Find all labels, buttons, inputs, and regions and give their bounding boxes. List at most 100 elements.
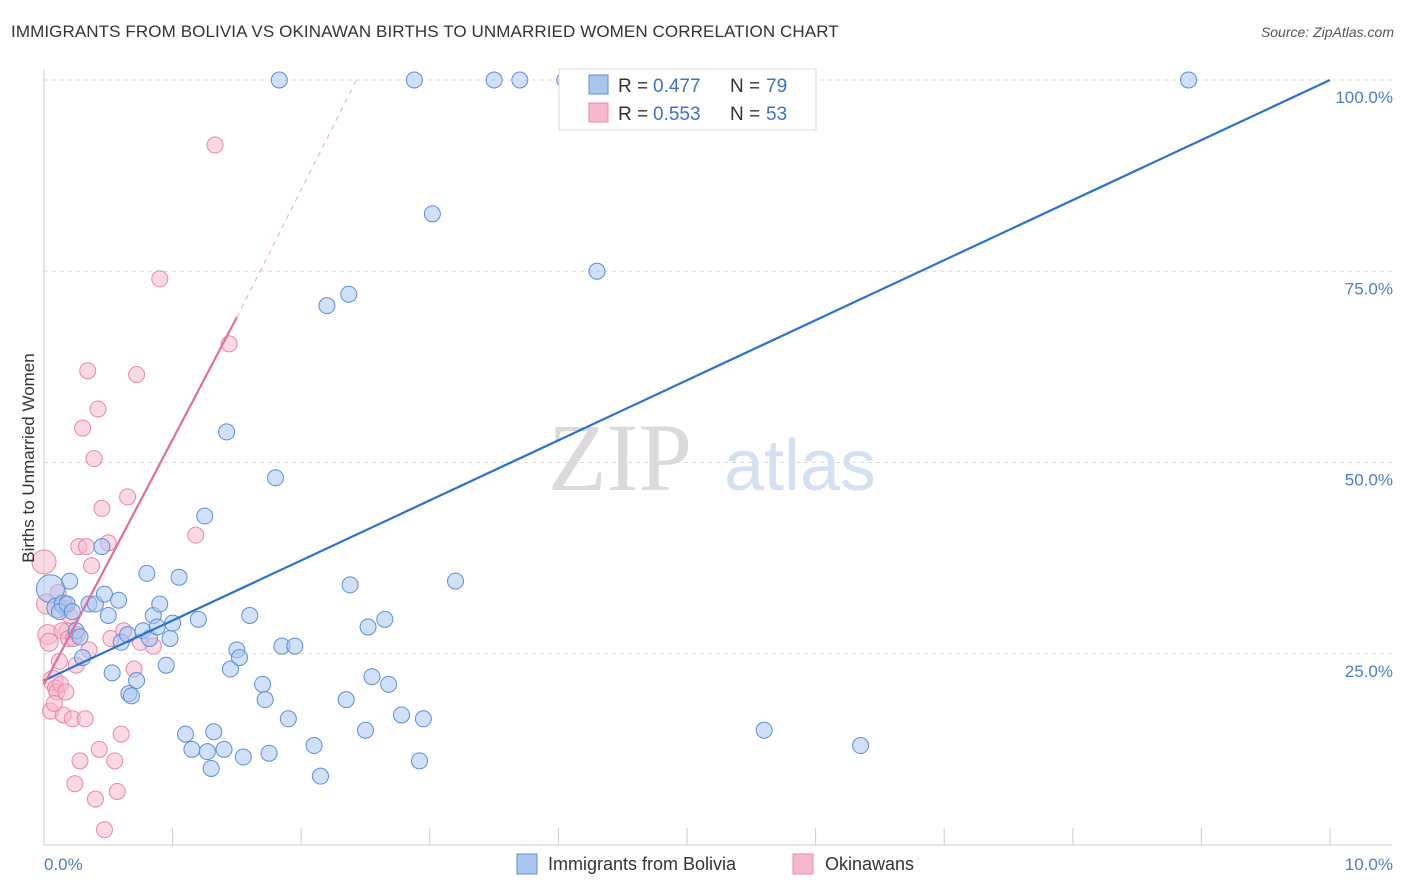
series-legend-swatch-okinawans [792,853,814,875]
series-legend-swatch-bolivia [516,853,538,875]
okinawans-point-0 [31,549,57,575]
bolivia-point-6 [71,628,89,646]
bolivia-point-4 [61,572,79,590]
bolivia-point-27 [161,629,179,647]
legend-swatch-bolivia [588,74,609,95]
bolivia-point-59 [359,618,377,636]
x-tick-label-max: 10.0% [1345,855,1393,874]
bolivia-point-11 [95,585,113,603]
okinawans-point-15 [66,775,84,793]
bolivia-point-60 [363,668,381,686]
bolivia-point-58 [357,721,374,739]
bolivia-point-10 [93,538,111,556]
bolivia-point-26 [157,656,175,674]
okinawans-point-3 [39,632,59,652]
bolivia-point-74 [755,721,773,739]
bolivia-point-47 [266,469,284,487]
y-tick-label-2: 75.0% [1345,279,1393,298]
bolivia-point-12 [99,607,117,624]
bolivia-point-29 [170,568,188,586]
bolivia-point-41 [230,649,248,667]
watermark: ZIP atlas [548,404,876,511]
bolivia-points [35,71,1198,785]
bolivia-point-31 [183,740,201,758]
watermark-zip: ZIP [548,404,692,511]
x-ticks [43,828,1331,845]
bolivia-point-57 [341,576,359,594]
bolivia-point-37 [215,740,233,758]
okinawans-point-36 [119,488,137,506]
bolivia-point-38 [218,423,236,441]
okinawans-point-21 [79,362,97,380]
trend-lines [43,79,1331,685]
okinawans-point-48 [77,538,95,556]
bolivia-point-33 [196,507,214,525]
source-label: Source: ZipAtlas.com [1260,24,1394,40]
bolivia-point-65 [411,752,429,770]
y-tick-label-1: 50.0% [1345,471,1393,490]
bolivia-point-21 [138,564,156,582]
bolivia-point-39 [221,660,239,678]
bolivia-point-72 [588,262,606,280]
bolivia-point-14 [110,591,128,609]
bolivia-point-69 [485,71,503,89]
bolivia-point-51 [286,637,304,655]
legend-n-value-bolivia: 79 [766,76,787,97]
legend-r-label-bolivia: R = [618,76,648,97]
bolivia-point-56 [340,285,358,303]
y-tick-labels: 25.0% 50.0% 75.0% 100.0% [1335,88,1393,681]
okinawans-trend-extension [236,79,358,318]
okinawans-point-29 [95,821,113,839]
bolivia-point-42 [234,748,252,766]
bolivia-point-45 [256,691,274,709]
bolivia-point-48 [270,71,288,89]
y-axis-label: Births to Unmarried Women [19,353,38,562]
bolivia-point-44 [254,675,272,693]
okinawans-point-19 [74,419,92,437]
correlation-legend: R = 0.477 N = 79 R = 0.553 N = 53 [558,68,817,131]
axes [43,70,1392,846]
bolivia-point-34 [198,743,216,761]
okinawans-point-25 [86,790,104,808]
series-legend: Immigrants from Bolivia Okinawans [516,853,914,875]
legend-n-value-okinawans: 53 [766,104,787,125]
bolivia-point-32 [189,610,207,628]
bolivia-point-19 [128,672,146,690]
bolivia-point-46 [260,744,278,762]
okinawans-point-26 [89,400,107,418]
bolivia-point-16 [119,626,137,644]
okinawans-point-38 [128,366,146,384]
chart-title: IMMIGRANTS FROM BOLIVIA VS OKINAWAN BIRT… [11,22,839,41]
legend-r-label-okinawans: R = [618,104,648,125]
okinawans-point-23 [83,557,101,575]
okinawans-point-27 [90,740,108,758]
okinawans-point-18 [71,752,89,770]
bolivia-point-55 [337,691,355,709]
okinawans-point-24 [85,450,103,468]
watermark-atlas: atlas [724,426,876,506]
okinawans-point-32 [106,752,124,770]
bolivia-point-70 [511,71,529,89]
bolivia-point-64 [405,71,423,89]
okinawans-point-28 [93,499,111,517]
bolivia-point-13 [103,664,121,682]
bolivia-point-52 [305,737,323,755]
bolivia-point-35 [202,760,220,777]
okinawans-point-33 [108,782,126,800]
bolivia-point-75 [852,737,870,755]
series-legend-label-okinawans: Okinawans [825,854,914,874]
bolivia-point-61 [376,610,394,628]
bolivia-point-63 [393,706,411,724]
bolivia-point-54 [318,297,336,315]
legend-r-value-bolivia: 0.477 [653,76,701,97]
bolivia-point-30 [176,725,194,743]
bolivia-point-67 [423,205,441,223]
bolivia-point-78 [63,603,81,621]
y-tick-label-3: 100.0% [1335,88,1393,107]
bolivia-point-43 [241,607,259,624]
bolivia-point-18 [122,687,140,705]
bolivia-trend-line [43,79,1331,682]
y-tick-label-0: 25.0% [1345,662,1393,681]
bolivia-point-68 [447,572,465,590]
